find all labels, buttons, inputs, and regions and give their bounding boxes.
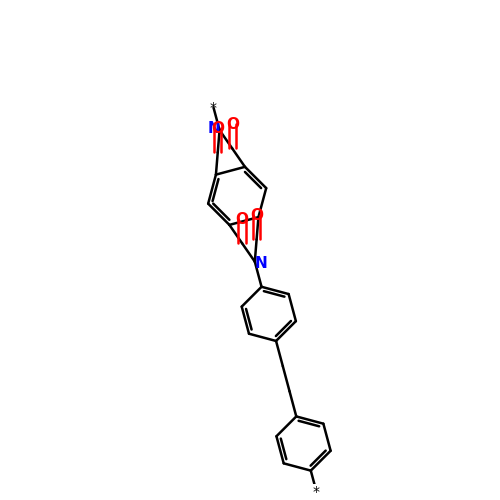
Text: N: N [207,120,220,136]
Text: N: N [254,256,267,271]
Text: O: O [250,208,263,223]
Text: O: O [211,121,224,136]
Text: *: * [313,485,320,499]
Text: *: * [210,100,217,114]
Text: O: O [236,212,248,226]
Text: O: O [226,117,239,132]
